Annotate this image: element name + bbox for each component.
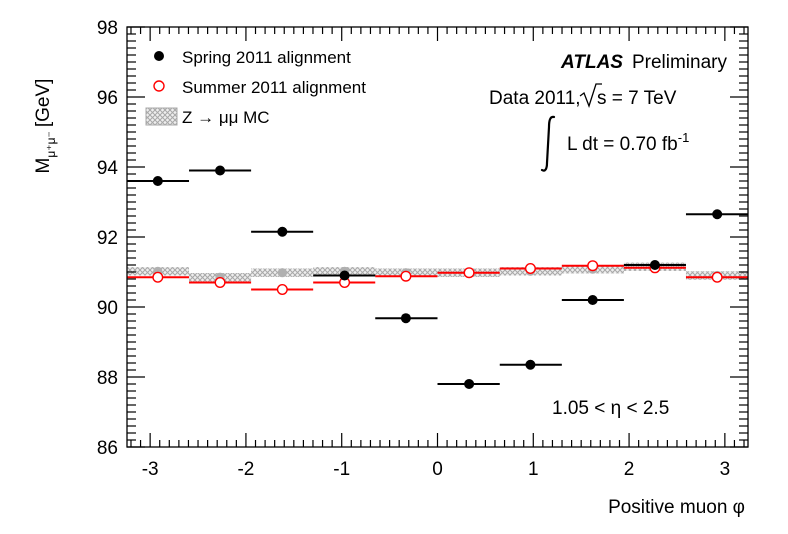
y-tick-label: 98 bbox=[97, 18, 118, 39]
legend-spring-marker bbox=[154, 51, 164, 61]
sqrt-icon bbox=[579, 83, 602, 108]
spring-series-layer bbox=[127, 165, 748, 389]
y-axis-label-m: M bbox=[33, 158, 54, 174]
spring-point bbox=[649, 260, 660, 270]
preliminary-word: Preliminary bbox=[632, 52, 728, 73]
lumi-text: L dt = 0.70 fb bbox=[567, 134, 678, 155]
spring-point bbox=[712, 209, 723, 220]
y-axis-label: Mμ⁺μ⁻ [GeV] bbox=[33, 79, 58, 174]
y-tick-label: 88 bbox=[97, 368, 118, 389]
lumi-label: L dt = 0.70 fb-1 bbox=[567, 130, 689, 155]
y-tick-label: 92 bbox=[97, 228, 118, 249]
svg-text:Mμ⁺μ⁻[GeV]: Mμ⁺μ⁻ [GeV] bbox=[33, 79, 58, 174]
legend-summer-marker bbox=[153, 80, 165, 92]
legend-spring-label: Spring 2011 alignment bbox=[182, 48, 351, 67]
legend: Spring 2011 alignment Summer 2011 alignm… bbox=[145, 48, 366, 127]
sqrt-s-label: s = 7 TeV bbox=[597, 88, 677, 109]
spring-point bbox=[464, 379, 475, 389]
summer-point bbox=[463, 267, 475, 279]
x-axis-label: Positive muon φ bbox=[608, 497, 745, 518]
x-tick-label: -2 bbox=[237, 459, 254, 480]
axis-ticks: -3 -2 -1 0 1 2 3 86 88 90 92 94 96 98 bbox=[97, 18, 748, 480]
legend-mc-label: Z → μμ MC bbox=[182, 108, 270, 127]
data-label: Data 2011, bbox=[489, 88, 581, 109]
x-tick-label: -1 bbox=[333, 459, 350, 480]
y-tick-label: 96 bbox=[97, 88, 118, 109]
spring-point bbox=[525, 359, 536, 370]
x-tick-label: -3 bbox=[142, 459, 159, 480]
y-tick-label: 86 bbox=[97, 438, 118, 459]
integral-icon bbox=[540, 115, 556, 172]
spring-point bbox=[152, 176, 163, 186]
eta-range-label: 1.05 < η < 2.5 bbox=[552, 398, 669, 419]
legend-summer-label: Summer 2011 alignment bbox=[182, 78, 366, 97]
summer-point bbox=[711, 271, 723, 283]
x-tick-label: 1 bbox=[528, 459, 539, 480]
y-axis-label-sub: μ⁺μ⁻ bbox=[44, 131, 58, 158]
y-tick-label: 90 bbox=[97, 298, 118, 319]
y-axis-label-unit: [GeV] bbox=[33, 79, 54, 128]
spring-point bbox=[215, 165, 226, 176]
spring-point bbox=[587, 295, 598, 305]
atlas-label: ATLAS Preliminary bbox=[560, 52, 727, 73]
x-tick-label: 2 bbox=[624, 459, 635, 480]
atlas-word: ATLAS bbox=[560, 52, 623, 73]
summer-point bbox=[276, 284, 288, 296]
summer-point bbox=[152, 271, 164, 283]
x-tick-label: 0 bbox=[432, 459, 443, 480]
spring-point bbox=[400, 313, 411, 324]
summer-point bbox=[400, 270, 412, 282]
spring-point bbox=[277, 226, 288, 237]
lumi-exponent: -1 bbox=[678, 130, 690, 145]
legend-mc-swatch bbox=[145, 107, 178, 126]
y-tick-label: 94 bbox=[97, 158, 119, 179]
mc-point bbox=[277, 268, 287, 278]
summer-point bbox=[587, 260, 599, 272]
summer-point bbox=[524, 263, 536, 275]
summer-point bbox=[214, 277, 226, 289]
x-tick-label: 3 bbox=[720, 459, 731, 480]
summer-series-layer bbox=[127, 260, 748, 296]
spring-point bbox=[339, 270, 350, 281]
